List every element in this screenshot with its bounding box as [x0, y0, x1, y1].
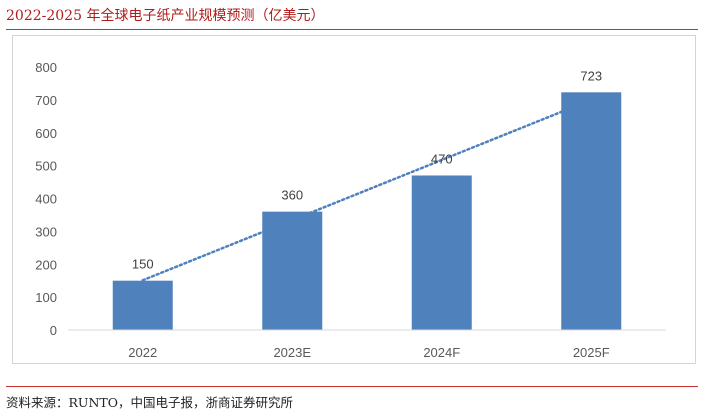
bar — [411, 175, 472, 330]
y-tick-label: 200 — [35, 257, 57, 272]
y-tick-label: 600 — [35, 126, 57, 141]
x-tick-label: 2022 — [128, 345, 157, 360]
chart-frame — [12, 35, 696, 364]
source-note: 资料来源：RUNTO，中国电子报，浙商证券研究所 — [6, 395, 293, 410]
y-tick-label: 100 — [35, 290, 57, 305]
bars — [112, 92, 622, 330]
y-tick-label: 300 — [35, 224, 57, 239]
bottom-rule — [6, 386, 698, 387]
top-rule — [6, 29, 698, 30]
data-label: 360 — [281, 188, 303, 203]
chart-title: 2022-2025 年全球电子纸产业规模预测（亿美元） — [6, 8, 325, 24]
y-tick-label: 700 — [35, 93, 57, 108]
y-tick-label: 800 — [35, 60, 57, 75]
y-axis: 0 100 200 300 400 500 600 700 800 — [35, 60, 57, 338]
data-label: 723 — [580, 68, 602, 83]
data-label: 470 — [431, 151, 453, 166]
bar — [561, 92, 622, 330]
bar — [112, 280, 173, 330]
x-tick-label: 2023E — [273, 345, 311, 360]
x-axis: 2022 2023E 2024F 2025F — [128, 345, 609, 360]
data-label: 150 — [132, 257, 154, 272]
trendline — [141, 98, 593, 282]
data-labels: 150 360 470 723 — [132, 68, 602, 271]
x-tick-label: 2024F — [423, 345, 460, 360]
y-tick-label: 0 — [50, 323, 57, 338]
bar — [262, 211, 323, 330]
y-tick-label: 400 — [35, 192, 57, 207]
x-tick-label: 2025F — [573, 345, 610, 360]
y-tick-label: 500 — [35, 159, 57, 174]
